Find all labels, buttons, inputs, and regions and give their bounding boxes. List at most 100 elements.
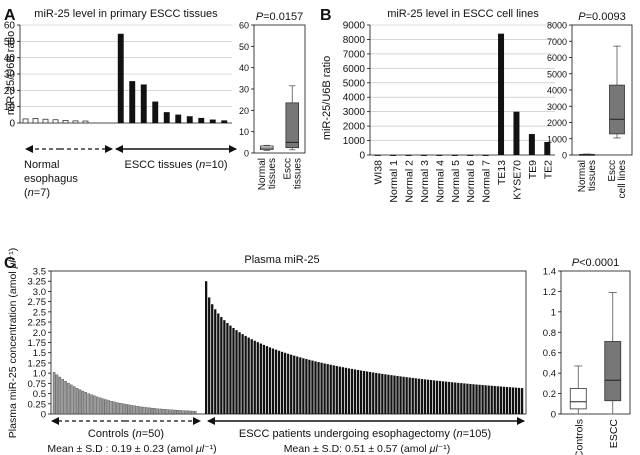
c-escc-bar: [214, 309, 217, 414]
c-escc-bar: [211, 304, 214, 414]
a-normal-label-line2: esophagus: [24, 173, 78, 185]
c-control-label-part-2: =50): [142, 428, 164, 440]
c-escc-bar: [268, 347, 272, 414]
c-chart-ytick-label: 0.5: [33, 389, 46, 400]
c-escc-bar: [426, 379, 430, 414]
c-control-bar: [188, 410, 191, 415]
panel-label-a: A: [4, 7, 16, 24]
a-escc-bar: [163, 112, 170, 124]
c-escc-label-part-1: n: [457, 428, 463, 440]
a-escc-label: ESCC tissues (n=10): [124, 159, 227, 171]
c-escc-bar: [235, 330, 238, 414]
c-escc-bar: [429, 380, 433, 414]
a-chart-ytick-label: 20: [4, 86, 16, 97]
b-box-ytick-label: 4000: [547, 86, 567, 96]
c-escc-bar: [241, 334, 244, 414]
c-escc-bar: [514, 387, 518, 414]
b-box-ytick-label: 2000: [547, 118, 567, 128]
a-normal-bar: [72, 120, 79, 124]
c-escc-label: ESCC patients undergoing esophagectomy (…: [239, 428, 491, 440]
c-escc-bar: [253, 340, 256, 414]
b-category-label: Normal 5: [450, 160, 462, 203]
a-escc-bar: [198, 117, 205, 124]
b-bar: [467, 154, 474, 156]
a-box-category-label: tissues: [292, 158, 303, 189]
c-escc-bar: [390, 375, 393, 414]
c-escc-bar: [265, 346, 269, 414]
a-normal-label-line1: Normal: [24, 159, 59, 171]
c-escc-bar: [414, 378, 417, 414]
c-box-box: [569, 388, 587, 410]
b-box-ytick-label: 6000: [547, 53, 567, 63]
b-box-category-label: tissues: [587, 160, 598, 191]
c-box-ytick-label: 0.6: [543, 348, 556, 359]
c-box-ytick-label: 1: [551, 307, 556, 318]
c-control-bar: [147, 407, 151, 415]
c-box-ytick-label: 0.4: [543, 369, 556, 380]
c-escc-bar: [432, 380, 436, 414]
c-escc-bar: [490, 385, 493, 414]
a-escc-label-part-1: n: [199, 159, 205, 171]
c-control-bar: [170, 409, 174, 415]
c-control-bar: [110, 401, 113, 415]
c-chart-ytick-label: 0.75: [28, 379, 47, 390]
c-escc-bar: [335, 366, 338, 414]
c-escc-bar: [262, 344, 266, 414]
c-control-summary-part-2: ⁻¹): [204, 443, 217, 455]
c-escc-bar: [350, 368, 354, 414]
c-box-category-label: ESCC: [608, 419, 620, 449]
a-chart-ylabel: miR-25/U6B ratio: [5, 31, 17, 115]
c-escc-bar: [448, 381, 451, 414]
c-escc-bar: [457, 382, 460, 414]
c-control-bar: [81, 390, 85, 415]
b-chart-ytick-label: 9000: [343, 21, 366, 32]
c-escc-bar: [287, 353, 290, 414]
c-escc-summary-part-0: Mean ± S.D: 0.51 ± 0.57 (amol: [284, 443, 430, 455]
c-escc-bar: [375, 372, 378, 414]
c-control-bar: [179, 410, 183, 415]
c-escc-bar: [520, 388, 524, 414]
c-control-bar: [121, 403, 125, 415]
a-escc-label-part-0: ESCC tissues (: [124, 159, 199, 171]
c-box-ytick-label: 1.2: [543, 287, 556, 298]
c-control-bar: [61, 379, 64, 415]
c-chart-ytick-label: 3.5: [33, 267, 46, 278]
c-escc-bar: [505, 386, 509, 414]
c-control-bar: [142, 406, 145, 415]
a-escc-bar: [186, 116, 193, 124]
c-escc-bar: [247, 337, 250, 414]
a-chart-ytick-label: 0: [9, 119, 15, 130]
c-escc-bar: [481, 385, 484, 414]
c-escc-summary-part-1: μl: [429, 443, 439, 455]
c-chart-ytick-label: 1.75: [28, 338, 47, 349]
c-box-ytick-label: 0: [551, 410, 556, 421]
c-escc-bar: [277, 350, 281, 414]
a-escc-bar: [221, 120, 228, 124]
c-control-bar: [127, 404, 131, 415]
b-box-category-label: Normal: [577, 160, 588, 192]
c-escc-bar: [423, 379, 427, 414]
c-control-bar: [78, 389, 82, 415]
a-box-ytick-label: 40: [239, 63, 249, 73]
b-bar: [528, 134, 535, 155]
c-box-title: P<0.0001: [572, 257, 619, 269]
b-chart-ytick-label: 1000: [343, 136, 366, 147]
b-category-label: KYSE70: [511, 160, 523, 200]
c-box-ytick-label: 0.2: [543, 389, 556, 400]
a-box-box: [285, 102, 300, 149]
c-box-title-part-1: P: [572, 257, 580, 269]
c-escc-bar: [311, 360, 314, 414]
b-box-ytick-label: 3000: [547, 102, 567, 112]
c-escc-bar: [256, 342, 259, 414]
b-bar: [420, 154, 427, 156]
c-escc-bar: [323, 363, 326, 414]
c-chart-ytick-label: 1.5: [33, 348, 46, 359]
c-control-bar: [136, 406, 139, 415]
b-bar: [498, 33, 505, 155]
c-control-bar: [93, 395, 96, 415]
a-chart-title: miR-25 level in primary ESCC tissues: [34, 8, 218, 20]
b-box-box: [609, 84, 625, 135]
c-control-bar: [130, 405, 134, 415]
c-control-bar: [67, 382, 70, 415]
c-escc-bar: [381, 373, 384, 414]
